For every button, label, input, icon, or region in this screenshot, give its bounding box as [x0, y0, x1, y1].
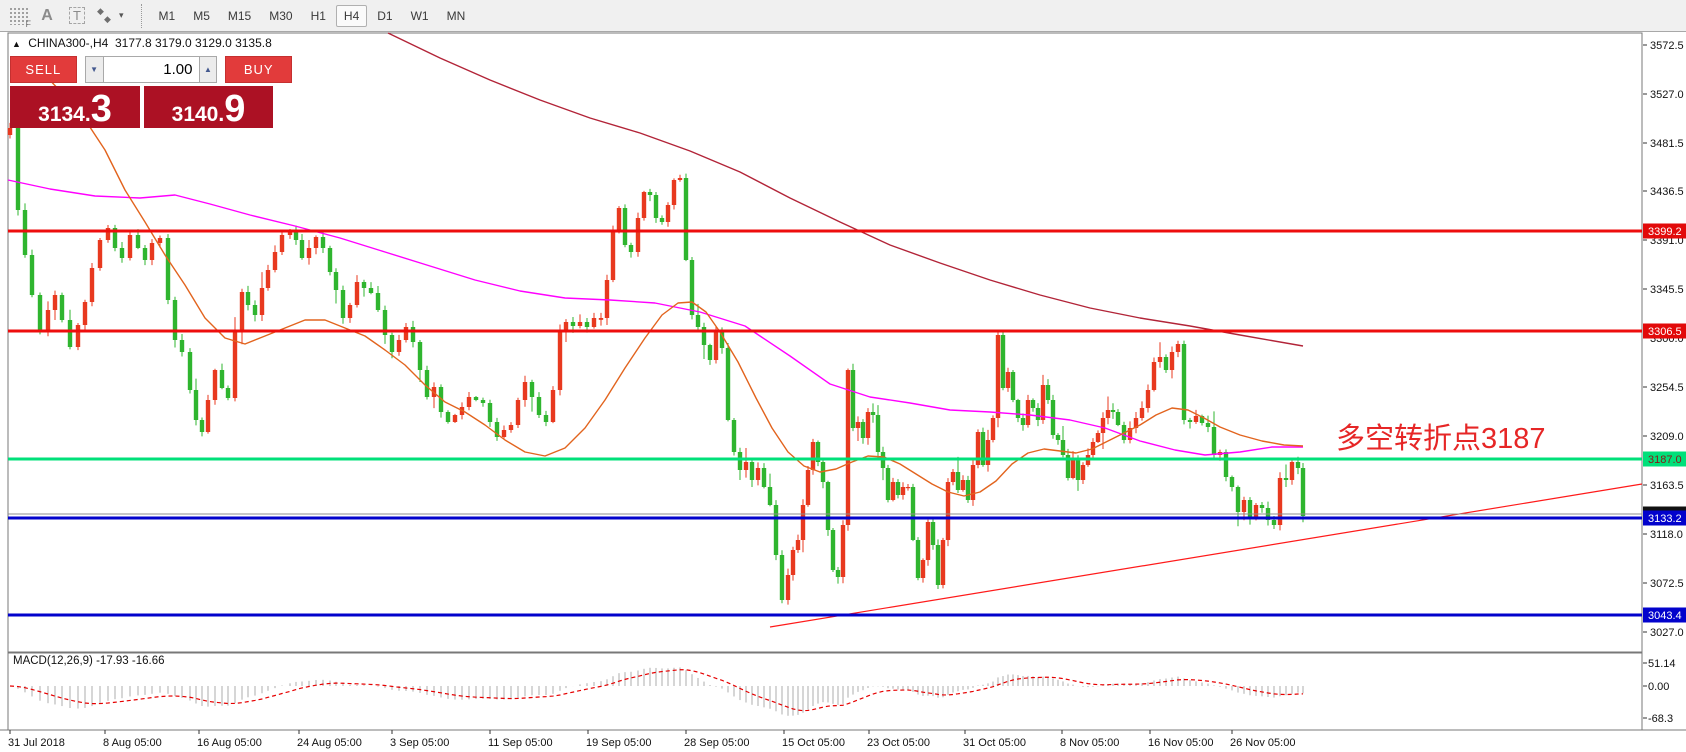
- tf-button-W1[interactable]: W1: [410, 8, 429, 23]
- sell-price-main: 3134: [38, 103, 85, 126]
- svg-text:51.14: 51.14: [1648, 658, 1676, 670]
- ma-fast-line: [44, 74, 1304, 497]
- svg-text:19 Sep 05:00: 19 Sep 05:00: [586, 737, 651, 749]
- svg-text:3072.5: 3072.5: [1650, 578, 1684, 590]
- timeframe-button-group: M1 M5 M15 M30 H1 H4 D1 W1 MN: [150, 4, 475, 27]
- svg-text:3043.4: 3043.4: [1648, 610, 1682, 622]
- svg-text:24 Aug 05:00: 24 Aug 05:00: [297, 737, 362, 749]
- svg-text:31 Jul 2018: 31 Jul 2018: [8, 737, 65, 749]
- macd-values: -17.93 -16.66: [96, 655, 165, 667]
- text-label-icon[interactable]: A: [41, 6, 53, 24]
- shapes-icon[interactable]: ◆ ◆ ▾: [97, 5, 124, 24]
- macd-indicator-label: MACD(12,26,9) -17.93 -16.66: [13, 655, 165, 667]
- ascending-trendline: [769, 483, 1643, 628]
- svg-text:15 Oct 05:00: 15 Oct 05:00: [782, 737, 845, 749]
- tf-button-H4[interactable]: H4: [335, 4, 368, 27]
- svg-text:26 Nov 05:00: 26 Nov 05:00: [1230, 737, 1295, 749]
- tf-button-M5[interactable]: M5: [193, 8, 210, 23]
- macd-name: MACD(12,26,9): [13, 655, 93, 667]
- level-badge-3306.5: 3306.5: [1643, 323, 1686, 339]
- volume-input[interactable]: [103, 56, 199, 83]
- chart-window[interactable]: 3572.5 3527.0 3481.5 3436.5 3391.0 3345.5 3300…: [0, 32, 1686, 752]
- macd-signal-line: [9, 669, 1304, 712]
- time-axis[interactable]: 31 Jul 2018 8 Aug 05:00 16 Aug 05:00 24 Aug…: [8, 730, 1295, 749]
- ma-slow-line: [387, 32, 1304, 347]
- svg-text:3163.5: 3163.5: [1650, 480, 1684, 492]
- tf-button-H1[interactable]: H1: [310, 8, 326, 23]
- svg-text:8 Aug 05:00: 8 Aug 05:00: [103, 737, 162, 749]
- buy-price-panel[interactable]: 3140 . 9: [144, 86, 273, 128]
- svg-text:11 Sep 05:00: 11 Sep 05:00: [488, 737, 553, 749]
- svg-text:3133.2: 3133.2: [1648, 513, 1682, 525]
- svg-text:3027.0: 3027.0: [1650, 627, 1684, 639]
- svg-text:0.00: 0.00: [1648, 681, 1669, 693]
- chevron-down-icon: ▾: [119, 10, 124, 20]
- svg-text:23 Oct 05:00: 23 Oct 05:00: [867, 737, 930, 749]
- svg-text:3345.5: 3345.5: [1650, 284, 1684, 296]
- indicator-grid-icon[interactable]: F: [3, 4, 31, 29]
- sell-button[interactable]: SELL: [10, 56, 77, 83]
- svg-text:3118.0: 3118.0: [1650, 529, 1683, 541]
- symbol-ohlc: 3177.8 3179.0 3129.0 3135.8: [114, 36, 272, 50]
- tf-button-M1[interactable]: M1: [158, 8, 176, 23]
- svg-text:3187.0: 3187.0: [1648, 454, 1682, 466]
- svg-text:3399.2: 3399.2: [1648, 226, 1682, 238]
- svg-text:3306.5: 3306.5: [1648, 326, 1682, 338]
- collapse-arrow-icon[interactable]: ▲: [12, 39, 21, 49]
- buy-price-big-digit: 9: [224, 87, 246, 130]
- volume-increase-button[interactable]: ▲: [198, 56, 218, 83]
- svg-text:16 Aug 05:00: 16 Aug 05:00: [197, 737, 262, 749]
- symbol-header: ▲ CHINA300-,H4 3177.8 3179.0 3129.0 3135…: [12, 36, 272, 50]
- macd-pane[interactable]: [7, 652, 1643, 731]
- top-toolbar: F A T ◆ ◆ ▾ M1 M5 M15 M30 H1 H4 D1 W1 MN: [0, 0, 1686, 32]
- svg-text:3481.5: 3481.5: [1650, 138, 1684, 150]
- tf-button-D1[interactable]: D1: [377, 8, 393, 23]
- sell-price-dot: .: [84, 103, 91, 126]
- chart-canvas[interactable]: 3572.53527.03481.53436.53391.03345.53300…: [0, 32, 1686, 752]
- toolbar-separator: [140, 3, 142, 28]
- svg-text:3436.5: 3436.5: [1650, 186, 1684, 198]
- level-badge-3187.0: 3187.0: [1643, 451, 1686, 467]
- price-axis[interactable]: 3572.53527.03481.53436.53391.03345.53300…: [1643, 40, 1684, 725]
- svg-text:3527.0: 3527.0: [1650, 89, 1684, 101]
- symbol-name: CHINA300-,H4: [28, 36, 109, 50]
- level-badge-3133.2: 3133.2: [1643, 510, 1686, 526]
- svg-text:31 Oct 05:00: 31 Oct 05:00: [963, 737, 1026, 749]
- buy-price-main: 3140: [171, 103, 219, 126]
- chart-annotation-text: 多空转折点3187: [1336, 423, 1546, 455]
- svg-text:3254.5: 3254.5: [1650, 382, 1684, 394]
- buy-button[interactable]: BUY: [225, 56, 292, 83]
- buy-price-dot: .: [218, 103, 225, 126]
- volume-decrease-button[interactable]: ▼: [84, 56, 104, 83]
- ma-mid-line: [7, 179, 1303, 456]
- sell-price-panel[interactable]: 3134 . 3: [10, 86, 140, 128]
- tf-button-M30[interactable]: M30: [269, 8, 293, 23]
- text-box-icon[interactable]: T: [65, 4, 89, 28]
- main-price-pane[interactable]: [7, 32, 1643, 653]
- svg-text:3209.0: 3209.0: [1650, 431, 1684, 443]
- tf-button-MN[interactable]: MN: [446, 8, 466, 23]
- svg-text:8 Nov 05:00: 8 Nov 05:00: [1060, 737, 1119, 749]
- svg-text:-68.3: -68.3: [1648, 713, 1673, 725]
- one-click-trade-panel: SELL ▼ ▲ BUY 3134 . 3 3140 . 9: [10, 56, 292, 128]
- level-badge-3043.4: 3043.4: [1643, 607, 1686, 623]
- tf-button-M15[interactable]: M15: [227, 8, 252, 23]
- sell-price-big-digit: 3: [90, 87, 112, 130]
- svg-text:28 Sep 05:00: 28 Sep 05:00: [684, 737, 749, 749]
- svg-text:3 Sep 05:00: 3 Sep 05:00: [390, 737, 449, 749]
- svg-text:16 Nov 05:00: 16 Nov 05:00: [1148, 737, 1213, 749]
- level-badge-3399.2: 3399.2: [1643, 223, 1686, 239]
- svg-text:3572.5: 3572.5: [1650, 40, 1684, 52]
